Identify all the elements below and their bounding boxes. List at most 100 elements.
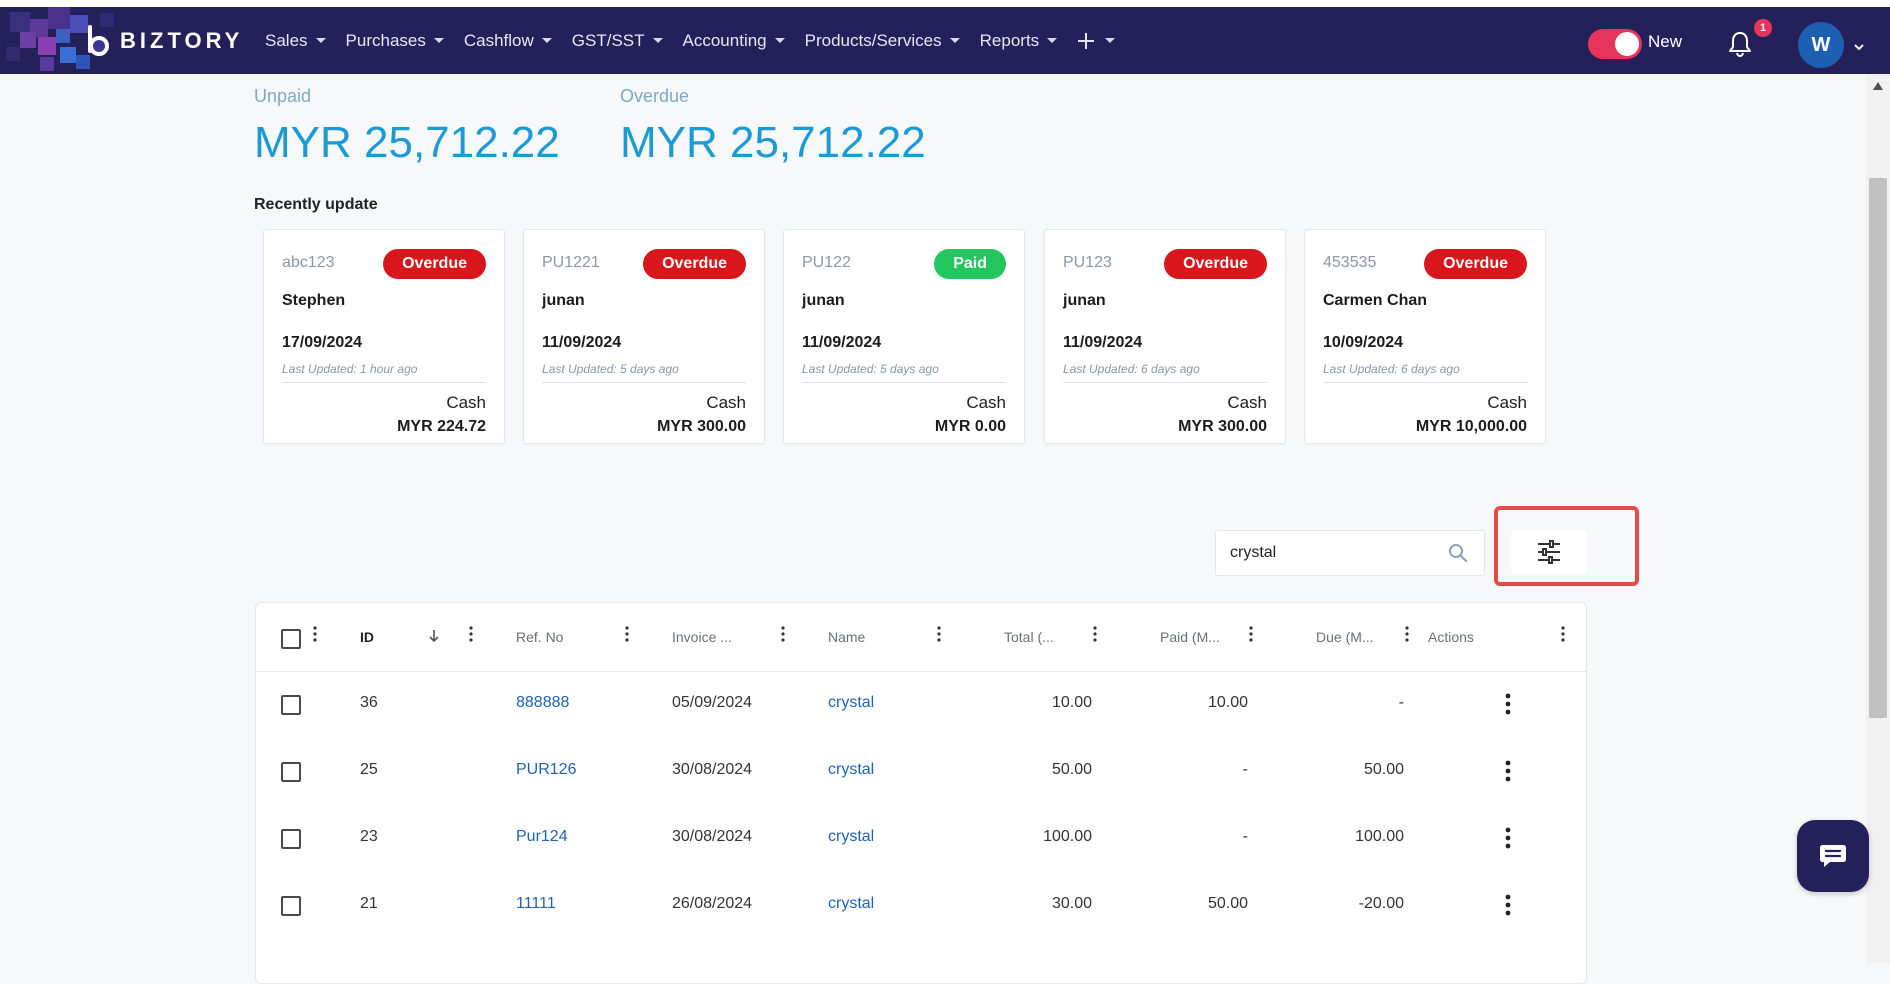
cell-invoice-date: 26/08/2024 (672, 895, 753, 912)
menu-reports-label: Reports (979, 30, 1040, 50)
card-ref: PU1221 (542, 254, 600, 271)
table-row[interactable]: 21 11111 26/08/2024 crystal 30.00 50.00 … (256, 873, 1586, 939)
search-icon[interactable] (1448, 543, 1468, 563)
menu-cashflow[interactable]: Cashflow (464, 31, 552, 51)
card-payment-method: Cash (446, 393, 486, 412)
row-actions-icon[interactable] (1505, 827, 1511, 849)
search-field (1215, 530, 1485, 576)
chevron-down-icon (652, 38, 663, 43)
table-row[interactable]: 36 888888 05/09/2024 crystal 10.00 10.00… (256, 672, 1586, 738)
card-name: junan (1063, 292, 1106, 309)
chevron-down-icon (774, 38, 785, 43)
column-menu-icon[interactable] (1561, 626, 1565, 642)
cell-name-link[interactable]: crystal (828, 895, 875, 912)
row-checkbox[interactable] (281, 762, 301, 782)
row-checkbox[interactable] (281, 896, 301, 916)
cell-due: -20.00 (1358, 895, 1404, 912)
card-last-updated: Last Updated: 6 days ago (1323, 362, 1460, 376)
column-header-paid[interactable]: Paid (M... (1160, 629, 1220, 645)
cell-invoice-date: 30/08/2024 (672, 761, 753, 778)
card-date: 11/09/2024 (802, 334, 882, 351)
table-row[interactable]: 25 PUR126 30/08/2024 crystal 50.00 - 50.… (256, 739, 1586, 805)
overdue-label: Overdue (620, 86, 690, 106)
column-menu-icon[interactable] (937, 626, 941, 642)
chevron-down-icon[interactable] (1854, 42, 1864, 52)
column-header-ref-no[interactable]: Ref. No (516, 629, 564, 645)
menu-sales[interactable]: Sales (265, 31, 326, 51)
avatar[interactable]: W (1798, 22, 1844, 68)
cell-name-link[interactable]: crystal (828, 694, 875, 711)
scrollbar-thumb[interactable] (1869, 178, 1887, 718)
table-row[interactable]: 23 Pur124 30/08/2024 crystal 100.00 - 10… (256, 806, 1586, 872)
cell-ref-link[interactable]: 888888 (516, 694, 570, 711)
new-ui-toggle[interactable] (1588, 29, 1642, 59)
chevron-down-icon (1105, 38, 1116, 43)
column-menu-icon[interactable] (1405, 626, 1409, 642)
column-menu-icon[interactable] (313, 626, 317, 642)
cell-due: 100.00 (1355, 828, 1404, 845)
scroll-up-icon[interactable] (1873, 82, 1883, 90)
column-menu-icon[interactable] (625, 626, 629, 642)
recent-card[interactable]: PU123 Overdue junan 11/09/2024 Last Upda… (1044, 229, 1286, 444)
chat-icon (1820, 845, 1846, 867)
cell-name-link[interactable]: crystal (828, 828, 875, 845)
card-payment-method: Cash (966, 393, 1006, 412)
menu-accounting[interactable]: Accounting (683, 31, 785, 51)
cell-name-link[interactable]: crystal (828, 761, 875, 778)
column-header-id[interactable]: ID (360, 629, 374, 645)
cell-paid: 50.00 (1207, 895, 1248, 912)
cell-ref-link[interactable]: Pur124 (516, 828, 568, 845)
cell-total: 30.00 (1051, 895, 1092, 912)
main-menu: Sales Purchases Cashflow GST/SST Account… (265, 7, 1135, 74)
row-actions-icon[interactable] (1505, 760, 1511, 782)
logo-mosaic (0, 7, 125, 74)
column-menu-icon[interactable] (1093, 626, 1097, 642)
card-amount: MYR 224.72 (397, 418, 486, 435)
cell-id: 36 (360, 694, 378, 711)
status-badge: Overdue (1424, 249, 1527, 279)
cell-ref-link[interactable]: 11111 (516, 895, 556, 912)
overdue-value: MYR 25,712.22 (620, 118, 926, 167)
search-input[interactable] (1228, 543, 1442, 563)
column-header-due[interactable]: Due (M... (1316, 629, 1374, 645)
column-header-name[interactable]: Name (828, 629, 866, 645)
cell-ref-link[interactable]: PUR126 (516, 761, 577, 778)
card-divider (282, 382, 486, 383)
status-badge: Paid (934, 249, 1006, 279)
column-menu-icon[interactable] (1249, 626, 1253, 642)
menu-purchases-label: Purchases (345, 30, 426, 50)
quick-add-menu[interactable] (1077, 32, 1116, 50)
recent-card[interactable]: PU122 Paid junan 11/09/2024 Last Updated… (783, 229, 1025, 444)
toggle-knob (1615, 32, 1639, 56)
filter-button[interactable] (1511, 530, 1587, 574)
card-divider (802, 382, 1006, 383)
row-checkbox[interactable] (281, 695, 301, 715)
column-header-total[interactable]: Total (... (1004, 629, 1054, 645)
card-ref: 453535 (1323, 254, 1377, 271)
column-header-invoice-date[interactable]: Invoice ... (672, 629, 732, 645)
card-name: junan (802, 292, 845, 309)
status-badge: Overdue (383, 249, 486, 279)
column-menu-icon[interactable] (781, 626, 785, 642)
column-menu-icon[interactable] (469, 626, 473, 642)
chevron-down-icon (433, 38, 444, 43)
recent-card[interactable]: PU1221 Overdue junan 11/09/2024 Last Upd… (523, 229, 765, 444)
recent-card[interactable]: abc123 Overdue Stephen 17/09/2024 Last U… (263, 229, 505, 444)
sort-down-icon[interactable] (428, 629, 440, 643)
cell-id: 25 (360, 761, 378, 778)
select-all-checkbox[interactable] (281, 629, 301, 649)
row-actions-icon[interactable] (1505, 693, 1511, 715)
menu-products-services[interactable]: Products/Services (805, 31, 960, 51)
recent-card[interactable]: 453535 Overdue Carmen Chan 10/09/2024 La… (1304, 229, 1546, 444)
card-ref: PU122 (802, 254, 851, 271)
card-name: junan (542, 292, 585, 309)
row-actions-icon[interactable] (1505, 894, 1511, 916)
cell-paid: - (1242, 828, 1248, 845)
brand-logo[interactable]: BIZTORY (84, 25, 243, 57)
bell-icon[interactable] (1728, 31, 1752, 57)
row-checkbox[interactable] (281, 829, 301, 849)
menu-purchases[interactable]: Purchases (346, 31, 444, 51)
chat-button[interactable] (1797, 820, 1869, 892)
menu-gst-sst[interactable]: GST/SST (572, 31, 663, 51)
menu-reports[interactable]: Reports (980, 31, 1058, 51)
